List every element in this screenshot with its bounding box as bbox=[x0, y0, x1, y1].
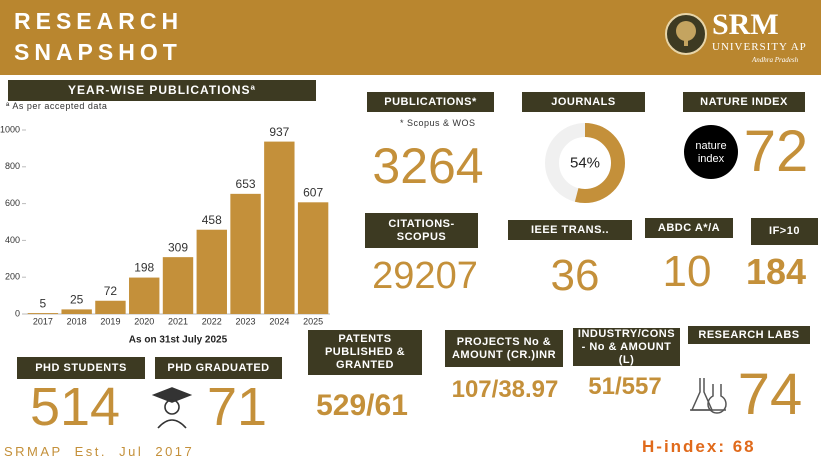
y-tick-label: 1000 bbox=[0, 124, 20, 134]
metric-label: RESEARCH LABS bbox=[688, 326, 810, 344]
bar bbox=[162, 257, 194, 314]
data-label: 653 bbox=[236, 177, 256, 191]
graduate-icon bbox=[151, 387, 193, 429]
data-label: 607 bbox=[303, 185, 323, 199]
logo-emblem bbox=[665, 13, 707, 55]
y-tick-label: 600 bbox=[5, 198, 20, 208]
metric-value: 72 bbox=[743, 119, 809, 184]
metric-value: 107/38.97 bbox=[451, 376, 559, 403]
x-tick-label: 2018 bbox=[67, 316, 87, 326]
metric-value: 71 bbox=[206, 377, 268, 437]
x-tick-label: 2019 bbox=[100, 316, 120, 326]
y-tick-label: 800 bbox=[5, 161, 20, 171]
logo-name: SRM bbox=[712, 8, 779, 41]
data-label: 25 bbox=[70, 293, 84, 307]
metric-label: PROJECTS No & AMOUNT (CR.)INR bbox=[445, 330, 563, 367]
metric-label: PHD GRADUATED bbox=[155, 357, 282, 379]
bar bbox=[297, 202, 329, 314]
x-tick-label: 2017 bbox=[33, 316, 53, 326]
x-tick-label: 2021 bbox=[168, 316, 188, 326]
bar bbox=[27, 313, 59, 314]
bar bbox=[264, 141, 295, 314]
metric-value: 184 bbox=[745, 251, 807, 292]
x-tick-label: 2022 bbox=[202, 316, 222, 326]
metric-value: 51/557 bbox=[588, 373, 662, 400]
y-tick-label: 0 bbox=[15, 308, 20, 318]
donut-arc bbox=[545, 123, 625, 203]
data-label: 198 bbox=[134, 261, 154, 275]
metric-label: PUBLICATIONS* bbox=[367, 92, 494, 112]
title-line: SNAPSHOT bbox=[14, 39, 182, 65]
chart: 0 200 400 600 800 1000 2017 5 2018 25 2019 72 2020 19… bbox=[0, 123, 738, 429]
metric-label: IEEE TRANS.. bbox=[508, 220, 632, 240]
metric-value: 74 bbox=[737, 362, 803, 427]
x-tick-label: 2025 bbox=[303, 316, 323, 326]
logo-region: Andhra Pradesh bbox=[752, 56, 799, 64]
bar bbox=[61, 309, 92, 314]
chart-caption: As on 31st July 2025 bbox=[129, 335, 228, 346]
metric-value: 514 bbox=[29, 377, 121, 437]
metric-value: 29207 bbox=[372, 255, 478, 297]
metric-label: PATENTS PUBLISHED & GRANTED bbox=[308, 330, 422, 375]
title-line: RESEARCH bbox=[14, 8, 184, 34]
chart-title: YEAR-WISE PUBLICATIONSª bbox=[8, 80, 316, 101]
logo-subtitle: UNIVERSITY AP bbox=[712, 41, 807, 53]
nature-logo-circle bbox=[684, 125, 738, 179]
footer-left: SRMAP Est. Jul 2017 bbox=[4, 444, 195, 459]
x-tick-label: 2024 bbox=[269, 316, 289, 326]
bar bbox=[95, 300, 126, 314]
bar bbox=[129, 277, 160, 314]
bar bbox=[196, 229, 227, 314]
data-label: 458 bbox=[202, 213, 222, 227]
chart-footnote: ª As per accepted data bbox=[6, 101, 108, 111]
data-label: 309 bbox=[168, 240, 188, 254]
metric-label: PHD STUDENTS bbox=[17, 357, 145, 379]
metric-value: 36 bbox=[550, 251, 600, 300]
metric-label: JOURNALS bbox=[522, 92, 645, 112]
metric-label: INDUSTRY/CONS - No & AMOUNT (L) bbox=[573, 328, 680, 366]
metric-value: 529/61 bbox=[316, 389, 408, 422]
flask-icon bbox=[690, 378, 727, 414]
bar bbox=[230, 193, 261, 314]
x-tick-label: 2020 bbox=[134, 316, 154, 326]
metric-label: IF>10 bbox=[751, 218, 818, 245]
x-tick-label: 2023 bbox=[236, 316, 256, 326]
metric-label: CITATIONS-SCOPUS bbox=[365, 213, 478, 248]
metric-value: 54% bbox=[569, 154, 601, 172]
footer-right: H-index: 68 bbox=[642, 437, 756, 456]
metric-label: ABDC A*/A bbox=[645, 218, 733, 238]
data-label: 72 bbox=[104, 284, 118, 298]
nature-logo-text: index bbox=[698, 153, 725, 165]
y-tick-label: 200 bbox=[5, 272, 20, 282]
metric-label: NATURE INDEX bbox=[683, 92, 805, 112]
data-label: 937 bbox=[269, 125, 289, 139]
y-tick-label: 400 bbox=[5, 235, 20, 245]
data-label: 5 bbox=[40, 296, 47, 310]
metric-value: 10 bbox=[662, 247, 712, 296]
publications-note: * Scopus & WOS bbox=[400, 118, 476, 128]
metric-value: 3264 bbox=[372, 138, 484, 194]
nature-logo-text: nature bbox=[695, 140, 726, 152]
